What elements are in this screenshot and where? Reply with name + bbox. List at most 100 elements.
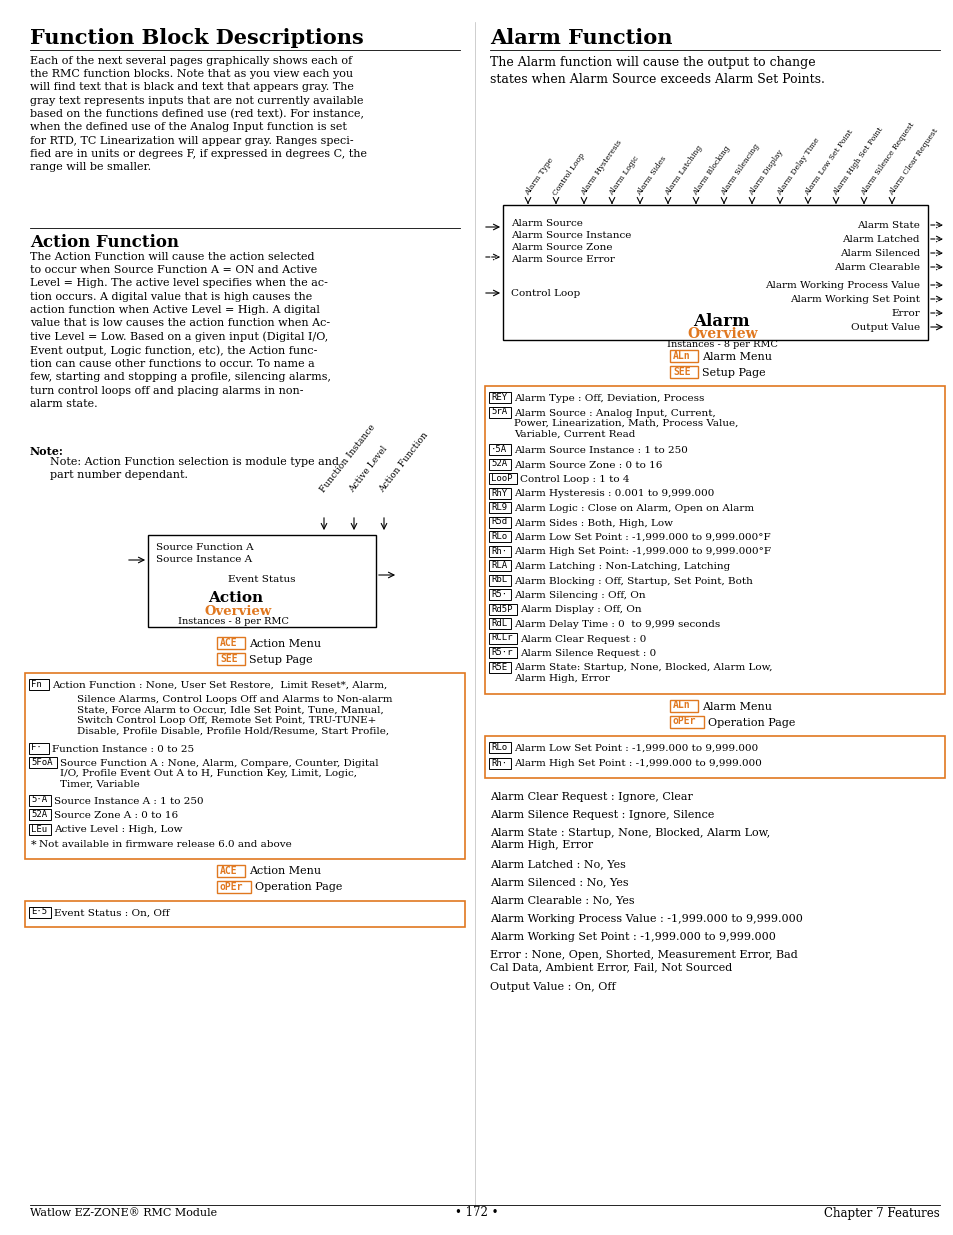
FancyBboxPatch shape: [489, 488, 511, 499]
FancyBboxPatch shape: [489, 574, 511, 585]
FancyBboxPatch shape: [489, 516, 511, 527]
Text: LEu: LEu: [30, 825, 47, 834]
Text: Alarm Clearable: Alarm Clearable: [833, 263, 919, 272]
Text: LooP: LooP: [491, 474, 512, 483]
Text: Alarm Display: Alarm Display: [746, 148, 783, 198]
Text: RdL: RdL: [491, 619, 507, 629]
FancyBboxPatch shape: [489, 647, 517, 658]
Text: Event Status : On, Off: Event Status : On, Off: [54, 909, 170, 918]
Text: 5·A: 5·A: [30, 795, 47, 804]
FancyBboxPatch shape: [216, 864, 245, 877]
Text: Silence Alarms, Control Loops Off and Alarms to Non-alarm
State, Force Alarm to : Silence Alarms, Control Loops Off and Al…: [77, 695, 392, 736]
FancyBboxPatch shape: [148, 535, 375, 627]
Text: Alarm Menu: Alarm Menu: [701, 701, 771, 711]
FancyBboxPatch shape: [216, 637, 245, 650]
FancyBboxPatch shape: [29, 679, 49, 690]
Text: • 172 •: • 172 •: [455, 1207, 498, 1219]
Text: R5·r: R5·r: [491, 648, 512, 657]
Text: Action Function: Action Function: [30, 233, 179, 251]
Text: Alarm Type : Off, Deviation, Process: Alarm Type : Off, Deviation, Process: [514, 394, 703, 403]
Text: Fn: Fn: [30, 680, 42, 689]
FancyBboxPatch shape: [489, 604, 517, 615]
Text: Alarm Source Instance: Alarm Source Instance: [511, 231, 631, 240]
FancyBboxPatch shape: [489, 546, 511, 557]
Text: RCLr: RCLr: [491, 634, 512, 642]
FancyBboxPatch shape: [489, 531, 511, 542]
FancyBboxPatch shape: [484, 736, 944, 778]
Text: ACE: ACE: [220, 866, 237, 876]
Text: Source Function A : None, Alarm, Compare, Counter, Digital
I/O, Profile Event Ou: Source Function A : None, Alarm, Compare…: [60, 760, 378, 789]
FancyBboxPatch shape: [29, 742, 49, 753]
Text: Instances - 8 per RMC: Instances - 8 per RMC: [666, 340, 777, 350]
Text: Alarm Source Zone: Alarm Source Zone: [511, 242, 612, 252]
Text: Alarm Silencing : Off, On: Alarm Silencing : Off, On: [514, 592, 645, 600]
Text: Function Instance : 0 to 25: Function Instance : 0 to 25: [52, 745, 193, 753]
Text: RbL: RbL: [491, 576, 507, 584]
Text: ·5A: ·5A: [491, 445, 507, 454]
FancyBboxPatch shape: [489, 618, 511, 629]
Text: Alarm Source : Analog Input, Current,
Power, Linearization, Math, Process Value,: Alarm Source : Analog Input, Current, Po…: [514, 409, 738, 438]
Text: Note: Action Function selection is module type and
part number dependant.: Note: Action Function selection is modul…: [50, 457, 338, 480]
FancyBboxPatch shape: [29, 794, 51, 805]
Text: Control Loop : 1 to 4: Control Loop : 1 to 4: [519, 475, 629, 484]
Text: Source Function A: Source Function A: [156, 543, 253, 552]
Text: oPEr: oPEr: [220, 882, 243, 892]
Text: Action Menu: Action Menu: [249, 867, 321, 877]
Text: Alarm Delay Time: Alarm Delay Time: [774, 136, 820, 198]
Text: Output Value: Output Value: [850, 322, 919, 331]
Text: Alarm High Set Point: -1,999.000 to 9,999.000°F: Alarm High Set Point: -1,999.000 to 9,99…: [514, 547, 770, 557]
Text: Alarm Display : Off, On: Alarm Display : Off, On: [519, 605, 641, 615]
Text: Alarm Low Set Point : -1,999.000 to 9,999.000: Alarm Low Set Point : -1,999.000 to 9,99…: [514, 743, 758, 752]
Text: Watlow EZ-ZONE® RMC Module: Watlow EZ-ZONE® RMC Module: [30, 1208, 217, 1218]
FancyBboxPatch shape: [489, 501, 511, 513]
Text: Alarm Blocking : Off, Startup, Set Point, Both: Alarm Blocking : Off, Startup, Set Point…: [514, 577, 752, 585]
Text: Each of the next several pages graphically shows each of
the RMC function blocks: Each of the next several pages graphical…: [30, 56, 367, 172]
Text: Alarm Delay Time : 0  to 9,999 seconds: Alarm Delay Time : 0 to 9,999 seconds: [514, 620, 720, 629]
Text: Instances - 8 per RMC: Instances - 8 per RMC: [178, 618, 289, 626]
Text: RLo: RLo: [491, 742, 507, 752]
Text: Alarm Hysteresis: Alarm Hysteresis: [578, 138, 622, 198]
Text: Alarm Source Error: Alarm Source Error: [511, 254, 615, 263]
Text: Alarm Sides: Alarm Sides: [635, 154, 667, 198]
Text: Not available in firmware release 6.0 and above: Not available in firmware release 6.0 an…: [39, 840, 292, 848]
Text: ALn: ALn: [672, 351, 690, 361]
Text: RLA: RLA: [491, 561, 507, 571]
FancyBboxPatch shape: [25, 673, 464, 858]
Text: Alarm Silence Request: Alarm Silence Request: [858, 121, 915, 198]
Text: Source Instance A : 1 to 250: Source Instance A : 1 to 250: [54, 797, 203, 805]
Text: Alarm Working Set Point : -1,999.000 to 9,999.000: Alarm Working Set Point : -1,999.000 to …: [490, 931, 775, 941]
Text: Action Function : None, User Set Restore,  Limit Reset*, Alarm,: Action Function : None, User Set Restore…: [52, 680, 387, 690]
FancyBboxPatch shape: [216, 881, 251, 893]
Text: Alarm Silence Request : 0: Alarm Silence Request : 0: [519, 650, 656, 658]
Text: Error : None, Open, Shorted, Measurement Error, Bad
Cal Data, Ambient Error, Fai: Error : None, Open, Shorted, Measurement…: [490, 950, 797, 972]
FancyBboxPatch shape: [489, 406, 511, 417]
Text: Chapter 7 Features: Chapter 7 Features: [823, 1207, 939, 1219]
FancyBboxPatch shape: [29, 757, 57, 768]
Text: Overview: Overview: [205, 605, 272, 618]
Text: Rd5P: Rd5P: [491, 604, 512, 614]
Text: Alarm Silenced : No, Yes: Alarm Silenced : No, Yes: [490, 878, 628, 888]
FancyBboxPatch shape: [489, 757, 511, 768]
FancyBboxPatch shape: [489, 473, 517, 484]
Text: Alarm Low Set Point: Alarm Low Set Point: [802, 128, 854, 198]
Text: RL9: RL9: [491, 503, 507, 513]
Text: 5rA: 5rA: [491, 408, 507, 416]
Text: Alarm State : Startup, None, Blocked, Alarm Low,
Alarm High, Error: Alarm State : Startup, None, Blocked, Al…: [490, 827, 769, 850]
Text: 52A: 52A: [30, 810, 47, 819]
Text: E·5: E·5: [30, 908, 47, 916]
Text: Alarm Function: Alarm Function: [490, 28, 672, 48]
FancyBboxPatch shape: [669, 366, 698, 378]
Text: Alarm High Set Point: Alarm High Set Point: [830, 126, 883, 198]
FancyBboxPatch shape: [489, 458, 511, 469]
Text: Alarm Blocking: Alarm Blocking: [690, 144, 731, 198]
FancyBboxPatch shape: [669, 715, 703, 727]
Text: Action: Action: [208, 592, 263, 605]
Text: Error: Error: [890, 309, 919, 317]
Text: Alarm Latched : No, Yes: Alarm Latched : No, Yes: [490, 860, 625, 869]
Text: Alarm Clear Request : Ignore, Clear: Alarm Clear Request : Ignore, Clear: [490, 792, 692, 802]
Text: Rh·: Rh·: [491, 758, 507, 767]
Text: Action Function: Action Function: [377, 430, 430, 494]
Text: Alarm Source Instance : 1 to 250: Alarm Source Instance : 1 to 250: [514, 446, 687, 454]
Text: Alarm Logic: Alarm Logic: [606, 154, 639, 198]
Text: Alarm Clear Request: Alarm Clear Request: [886, 127, 939, 198]
